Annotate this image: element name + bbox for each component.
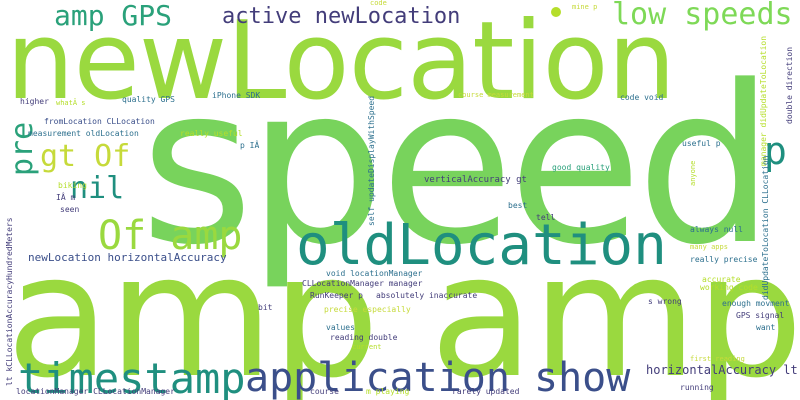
word-application-show: application show (245, 355, 631, 400)
word-double-direction: double direction (785, 46, 794, 124)
word-want: want (756, 323, 776, 332)
word-good-quality: good quality (552, 163, 610, 172)
word-didupdatetolocation-cllocation: didUpdateToLocation CLLocation (761, 155, 770, 301)
word-seen: seen (60, 205, 80, 214)
word-newlocation-large: newLocation (6, 0, 676, 124)
word-void-locationmanager: void locationManager (326, 269, 423, 278)
word-self-updatedisplaywithspeed: self updateDisplayWithSpeed (367, 95, 376, 226)
word-p-ia: p IÂ (240, 141, 260, 150)
decorative-dot (551, 7, 561, 17)
word-tell: tell (536, 213, 556, 222)
word-verticalaccuracy-gt: verticalAccuracy gt (424, 175, 527, 185)
word-course: course (310, 387, 339, 396)
word-fromlocation-cllocation: fromLocation CLLocation (44, 117, 155, 126)
word-ia-m: IÂ m (56, 193, 76, 202)
word-quality-gps: quality GPS (122, 95, 175, 104)
word-amp-amp-large: amp amp (6, 218, 800, 400)
word-nil: nil (70, 171, 125, 206)
word-measurement-oldlocation: measurement oldLocation (28, 129, 139, 138)
word-active-newlocation: active newLocation (222, 4, 461, 29)
word-many-apps: many apps (690, 243, 728, 251)
word-accurate: accurate (702, 275, 741, 284)
word-higher: higher (20, 97, 49, 106)
word-course-measurement: course measurement (458, 91, 534, 99)
word-lt-kcllocationaccuracyhundredmeters: lt kCLLocationAccuracyHundredMeters (5, 217, 14, 386)
word-biking: biking (58, 181, 87, 190)
word-low-speeds: low speeds (612, 0, 793, 32)
word-rarely-updated: rarely updated (452, 387, 520, 396)
word-horizontalaccuracy-lt: horizontalAccuracy lt (646, 363, 798, 377)
word-newlocation-horizontalaccuracy: newLocation horizontalAccuracy (28, 251, 227, 264)
word-manager-didupdatetolocation: manager didUpdateToLocation (759, 35, 768, 166)
word-cllocationmanager-manager: CLLocationManager manager (302, 279, 423, 288)
word-current: current (352, 343, 382, 351)
word-gps-signal: GPS signal (736, 311, 785, 320)
word-speed: speed (140, 40, 775, 293)
word-code: code (370, 0, 387, 7)
word-amp-gps: amp GPS (54, 0, 173, 32)
word-oldlocation: oldLocation (296, 213, 667, 278)
word-values: values (326, 323, 355, 332)
word-absolutely-inaccurate: absolutely inaccurate (376, 291, 478, 300)
word-really-useful: really useful (180, 129, 243, 138)
word-precise-especially: precise especially (324, 305, 411, 314)
word-code-void: code void (620, 93, 664, 102)
word-really-precise: really precise (690, 255, 758, 264)
word-working-code: working code (700, 283, 758, 292)
word-iphone-sdk: iPhone SDK (212, 91, 261, 100)
word-of-amp: Of amp (98, 213, 243, 259)
word-anyone: anyone (689, 160, 697, 186)
word-always-null: always null (690, 225, 743, 234)
word-best: best (508, 201, 528, 210)
word-timestamp: timestamp (18, 354, 246, 400)
word-first-reading: first reading (690, 355, 745, 363)
word-enough-movment: enough movment (722, 299, 790, 308)
word-bit: bit (258, 303, 273, 312)
word-reading-double: reading double (330, 333, 398, 342)
word-whata-s: whatÂ s (56, 99, 86, 107)
word-s-wrong: s wrong (648, 297, 682, 306)
word-useful-p: useful p (682, 139, 721, 148)
word-gt-of: gt Of (40, 139, 131, 174)
word-locationmanager-cllocationmanager: locationManager CLLocationManager (16, 387, 175, 396)
word-m-playing: m playing (366, 387, 410, 396)
word-runkeeper-p: RunKeeper p (310, 291, 363, 300)
word-running: running (680, 383, 714, 392)
word-mine-p: mine p (572, 3, 598, 11)
word-p-right: p (764, 129, 787, 173)
